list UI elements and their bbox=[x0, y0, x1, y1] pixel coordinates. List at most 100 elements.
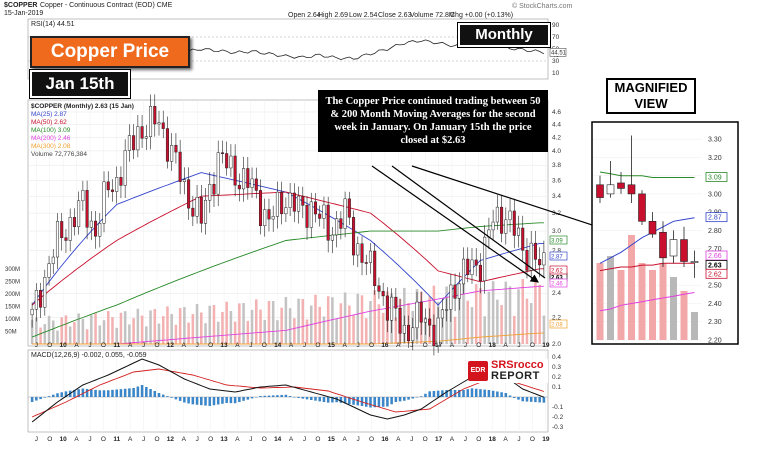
price-x-label: 19 bbox=[542, 342, 550, 349]
price-right-label: 2.63 bbox=[551, 276, 563, 282]
candle-body bbox=[360, 243, 364, 263]
macd-histogram-bar bbox=[297, 397, 300, 398]
macd-histogram-bar bbox=[445, 390, 448, 397]
mag-right-label: 2.63 bbox=[708, 262, 722, 269]
candle-body bbox=[516, 227, 521, 236]
candle-body bbox=[453, 284, 457, 299]
ma25-line bbox=[31, 172, 544, 306]
ohlc-low: Low 2.54 bbox=[349, 12, 378, 19]
volume-bar bbox=[68, 326, 72, 344]
candle-body bbox=[153, 106, 157, 125]
macd-series bbox=[30, 358, 546, 423]
ma300-line bbox=[32, 332, 544, 345]
mag-volume-bar bbox=[670, 277, 677, 340]
candle-body bbox=[216, 152, 220, 195]
macd-histogram-bar bbox=[161, 394, 165, 397]
candle-body bbox=[368, 250, 372, 263]
logo-mark-icon: EDR bbox=[468, 361, 488, 381]
price-x-label: J bbox=[35, 342, 38, 349]
macd-histogram-bar bbox=[504, 393, 508, 397]
candle-body bbox=[30, 308, 34, 316]
header-date: 15-Jan-2019 bbox=[4, 10, 44, 17]
x-axis-label: 12 bbox=[167, 436, 175, 443]
x-axis-label: 17 bbox=[435, 436, 443, 443]
macd-histogram-bar bbox=[233, 397, 237, 404]
macd-histogram-bar bbox=[119, 389, 123, 397]
x-axis-label: A bbox=[450, 436, 455, 443]
macd-histogram-bar bbox=[94, 389, 97, 397]
volume-bar bbox=[73, 322, 76, 344]
volume-bar bbox=[229, 311, 233, 344]
macd-histogram-bar bbox=[212, 397, 216, 406]
srsrocco-logo: EDR SRSrocco REPORT bbox=[468, 359, 548, 383]
mag-ma-line bbox=[599, 262, 695, 272]
logo-text-top: SRSrocco bbox=[491, 359, 544, 371]
macd-histogram-bar bbox=[200, 397, 203, 406]
rsi-tick-label: 70 bbox=[552, 34, 560, 41]
macd-histogram-bar bbox=[331, 397, 334, 403]
volume-bar bbox=[170, 314, 173, 344]
price-x-label: O bbox=[262, 342, 267, 349]
price-tick-label: 2.8 bbox=[552, 247, 561, 254]
x-axis-label: A bbox=[396, 436, 401, 443]
macd-histogram-bar bbox=[474, 388, 478, 397]
macd-histogram-bar bbox=[487, 390, 491, 397]
candle-body bbox=[94, 220, 98, 237]
mag-candle-body bbox=[606, 184, 615, 195]
volume-bar bbox=[166, 306, 169, 344]
macd-histogram-bar bbox=[280, 394, 283, 397]
candle-body bbox=[55, 221, 60, 258]
ohlc-close: Close 2.63 bbox=[378, 12, 412, 19]
macd-histogram-bar bbox=[208, 397, 212, 406]
mag-ma-line bbox=[599, 171, 695, 178]
candle-body bbox=[402, 324, 406, 334]
candle-body bbox=[233, 155, 237, 186]
macd-histogram-bar bbox=[513, 397, 516, 398]
macd-histogram-bar bbox=[136, 386, 140, 397]
volume-bar bbox=[216, 321, 220, 344]
candle-body bbox=[250, 178, 254, 188]
candle-body bbox=[339, 218, 343, 229]
candle-body bbox=[258, 190, 263, 227]
volume-bar bbox=[504, 281, 508, 344]
macd-histogram-bar bbox=[216, 397, 220, 405]
mag-ma-line bbox=[599, 292, 695, 312]
macd-histogram-bar bbox=[43, 397, 47, 398]
candle-body bbox=[301, 195, 305, 206]
candle-body bbox=[508, 210, 512, 221]
candle-body bbox=[297, 195, 301, 212]
volume-bar bbox=[339, 303, 343, 344]
rsi-label: RSI(14) 44.51 bbox=[31, 21, 75, 28]
candle-body bbox=[356, 243, 360, 256]
volume-bar bbox=[51, 320, 55, 344]
volume-bar bbox=[132, 318, 135, 344]
macd-histogram-bar bbox=[170, 397, 173, 398]
volume-bar bbox=[458, 294, 461, 344]
volume-bar bbox=[94, 313, 97, 344]
mag-tick-label: 3.20 bbox=[708, 155, 722, 162]
candle-body bbox=[470, 259, 474, 276]
price-x-label: O bbox=[154, 342, 159, 349]
price-tick-label: 2.4 bbox=[552, 290, 561, 297]
price-right-box bbox=[549, 265, 568, 275]
macd-histogram-bar bbox=[132, 388, 135, 397]
candle-body bbox=[445, 309, 449, 311]
x-axis-label: J bbox=[249, 436, 252, 443]
price-right-label: 3.09 bbox=[551, 239, 563, 245]
volume-bar bbox=[483, 316, 486, 344]
macd-histogram-bar bbox=[403, 397, 406, 401]
price-tick-label: 4.2 bbox=[552, 134, 561, 141]
macd-histogram-bar bbox=[525, 397, 529, 402]
macd-histogram-bar bbox=[314, 397, 317, 401]
volume-bar bbox=[466, 300, 470, 344]
volume-bar bbox=[297, 298, 300, 344]
macd-histogram-bar bbox=[195, 397, 199, 405]
price-right-box bbox=[549, 251, 568, 261]
volume-bar bbox=[250, 309, 254, 344]
macd-histogram-bar bbox=[51, 394, 55, 397]
candle-body bbox=[495, 206, 499, 223]
macd-histogram-bar bbox=[157, 393, 161, 397]
price-x-label: O bbox=[476, 342, 481, 349]
candle-body bbox=[64, 237, 68, 241]
x-axis-label: A bbox=[503, 436, 508, 443]
